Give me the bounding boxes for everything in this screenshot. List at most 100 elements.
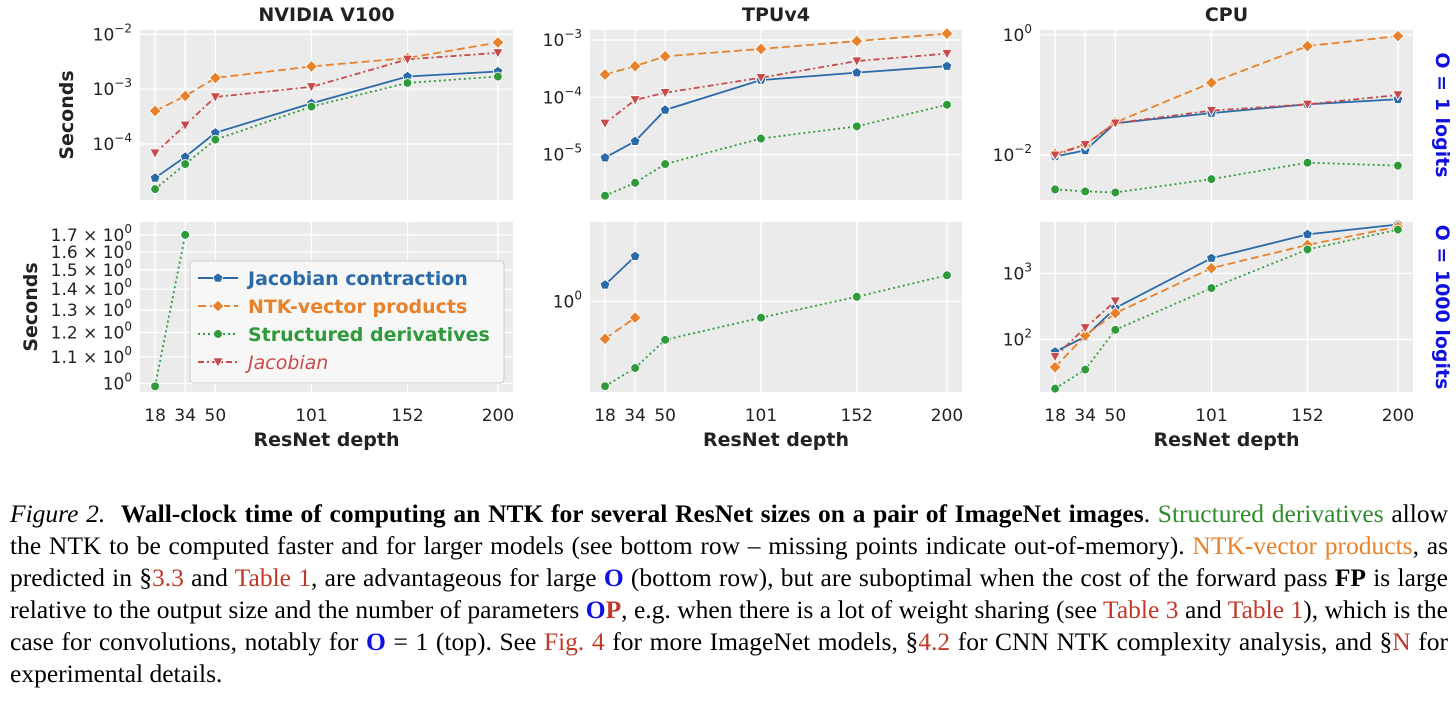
data-point (1049, 150, 1062, 162)
panel-title: TPUv4 (742, 4, 810, 26)
chart-panel: 102 103 18 34 50 101 152 200 ResNet depth (1003, 218, 1414, 451)
caption-text: = 1 (top). See (385, 627, 544, 656)
symbol-O: O (603, 563, 624, 592)
data-point (599, 118, 611, 130)
data-point (629, 135, 641, 146)
series-structured_derivatives (600, 99, 952, 201)
data-point (851, 291, 862, 302)
series-line (154, 234, 187, 387)
legend-label: Structured derivatives (248, 324, 490, 346)
data-point (851, 66, 863, 78)
series-ntk_vector_products (598, 26, 954, 82)
data-point (756, 312, 766, 323)
x-tick-label: 101 (1195, 406, 1227, 426)
data-point (1206, 174, 1217, 184)
x-tick-label: 50 (654, 406, 676, 426)
plot-area (590, 30, 962, 200)
row-label: O = 1 logits (1431, 52, 1453, 177)
y-tick-label: 10−4 (93, 131, 132, 155)
legend-marker (211, 299, 225, 313)
ref-figure-4[interactable]: Fig. 4 (543, 627, 605, 656)
data-point (1049, 351, 1062, 363)
y-tick-label: 1.1 × 100 (51, 344, 132, 368)
panel-title: CPU (1205, 4, 1248, 26)
data-point (660, 159, 671, 169)
data-point (402, 78, 413, 88)
data-point (1301, 99, 1314, 111)
data-point (304, 59, 319, 74)
x-tick-label: 101 (745, 406, 777, 426)
x-tick-label: 34 (174, 406, 196, 426)
caption-text: is large relative to the output size and… (10, 563, 1448, 624)
series-structured_derivatives (150, 71, 503, 194)
ref-table-3[interactable]: Table 3 (1103, 595, 1179, 624)
series-line (1054, 223, 1399, 353)
data-point (306, 101, 317, 112)
caption-title: Wall-clock time of computing an NTK for … (120, 499, 1144, 528)
caption-text: , are advantageous for large (311, 563, 604, 592)
y-tick-label: 1.7 × 100 (51, 222, 132, 246)
data-point (1079, 139, 1092, 151)
symbol-O: O (585, 595, 606, 624)
symbol-FP: FP (1334, 563, 1366, 592)
data-point (150, 184, 160, 194)
data-point (1391, 90, 1404, 102)
caption-text: (bottom row), but are suboptimal when th… (623, 563, 1335, 592)
data-point (148, 104, 162, 118)
data-point (1393, 160, 1403, 171)
data-point (756, 133, 766, 144)
ref-appendix-N[interactable]: N (1392, 627, 1411, 656)
data-point (305, 82, 318, 94)
plot-area (140, 30, 513, 200)
caption-text: and (1178, 595, 1228, 624)
y-tick-label: 100 (103, 370, 132, 394)
data-point (629, 95, 642, 107)
ref-section-3-3[interactable]: 3.3 (151, 563, 184, 592)
data-point (208, 71, 222, 85)
plot-area (590, 222, 962, 392)
caption-text: allow the NTK to be computed faster and … (10, 499, 1449, 560)
legend-marker (212, 357, 224, 369)
data-point (1204, 76, 1219, 90)
plot-area (1040, 222, 1413, 392)
data-point (598, 67, 612, 82)
series-structured_derivatives (600, 270, 952, 392)
series-line (1055, 161, 1398, 194)
caption-text: and (183, 563, 235, 592)
data-point (149, 148, 162, 160)
x-tick-label: 34 (624, 406, 646, 426)
series-line (604, 52, 948, 125)
y-axis-label: Seconds (20, 262, 42, 351)
ref-table-1[interactable]: Table 1 (1227, 595, 1304, 624)
caption-text: . (1143, 499, 1158, 528)
data-point (1109, 296, 1122, 308)
data-point (1391, 29, 1405, 43)
legend-label: NTK-vector products (248, 296, 467, 318)
legend-marker (212, 272, 224, 283)
ref-section-4-2[interactable]: 4.2 (918, 627, 951, 656)
caption-ntk-vector-products: NTK-vector products (1192, 531, 1413, 560)
caption-structured-derivatives: Structured derivatives (1157, 499, 1384, 528)
figure-caption: Figure 2. Wall-clock time of computing a… (10, 498, 1448, 690)
series-line (604, 65, 948, 159)
series-ntk_vector_products (148, 35, 505, 118)
data-point (941, 48, 953, 60)
x-axis-label: ResNet depth (253, 429, 399, 451)
data-point (599, 279, 611, 290)
x-tick-label: 200 (931, 406, 963, 426)
data-point (1079, 323, 1092, 334)
series-jacobian (1049, 296, 1122, 363)
series-structured_derivatives (1050, 157, 1403, 198)
data-point (942, 99, 952, 110)
x-tick-label: 200 (482, 406, 514, 426)
data-point (209, 92, 222, 104)
data-point (600, 190, 610, 201)
y-tick-label: 10−5 (543, 141, 582, 165)
x-tick-label: 152 (841, 406, 873, 426)
y-tick-label: 100 (1003, 22, 1032, 46)
chart-panel: 100 18 34 50 101 152 200 ResNet depth (553, 222, 963, 451)
data-point (850, 56, 863, 68)
series-line (1054, 94, 1399, 157)
data-point (1393, 224, 1403, 235)
ref-table-1[interactable]: Table 1 (234, 563, 311, 592)
